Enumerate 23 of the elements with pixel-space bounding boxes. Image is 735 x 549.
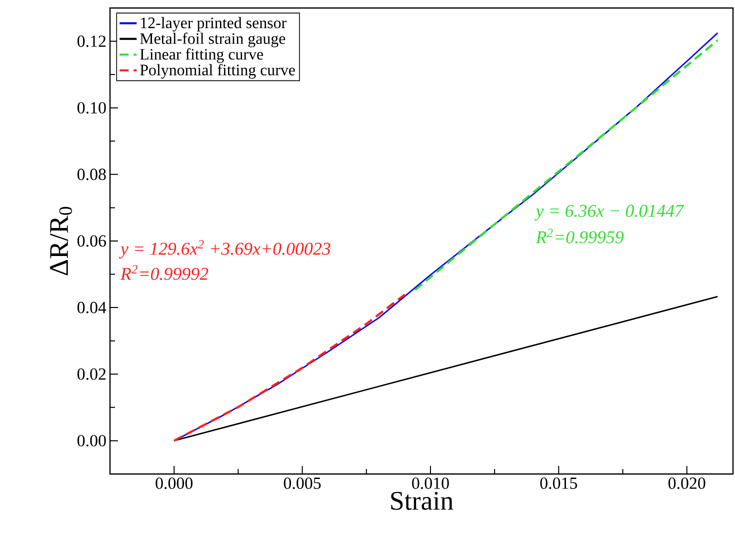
annotation: y = 6.36x − 0.01447	[534, 204, 684, 221]
line-series	[173, 293, 406, 442]
x-axis-title: Strain	[391, 492, 454, 510]
y-tick-label: 0.04	[77, 302, 106, 314]
y-axis-title: ΔR/R$_{0}$	[50, 206, 72, 276]
y-tick-label: 0.12	[77, 36, 106, 48]
legend-label: 12-layer printed sensor	[141, 17, 286, 32]
x-tick-label: 0.015	[540, 478, 578, 489]
annotation: R$^{2}$=0.99992	[120, 265, 208, 280]
annotation: R$^{2}$=0.99959	[536, 228, 624, 244]
x-tick-label: 0.010	[412, 478, 449, 489]
y-tick-label: 0.10	[77, 102, 106, 114]
y-tick-label: 0.06	[77, 235, 106, 247]
annotation: y = 129.6x$^{2}$ +3.69x+0.00023	[118, 240, 330, 259]
y-tick-label: 0.02	[77, 368, 106, 380]
y-tick-label: 0.08	[77, 168, 106, 180]
x-tick-label: 0.020	[668, 478, 706, 489]
x-tick-label: 0.000	[156, 478, 193, 489]
x-tick-label: 0.005	[284, 478, 321, 489]
legend-label: Linear fitting curve	[140, 48, 264, 63]
legend-label: Polynomial fitting curve	[140, 64, 295, 79]
legend-label: Metal-foil strain gauge	[140, 32, 286, 48]
y-tick-label: 0.00	[77, 434, 106, 446]
